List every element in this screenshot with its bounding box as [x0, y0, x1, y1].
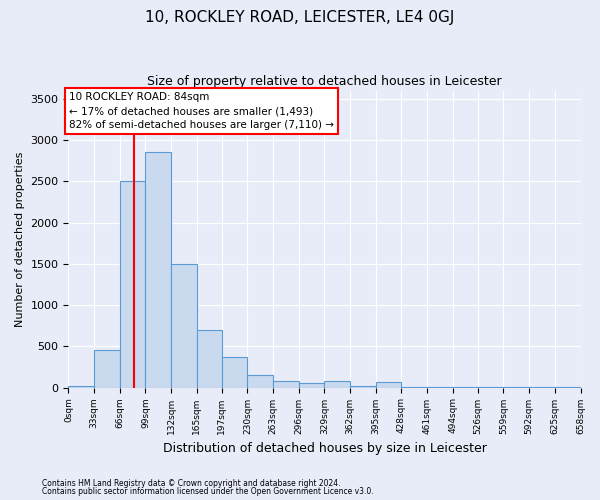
Bar: [273, 382, 299, 388]
Bar: [222, 356, 247, 388]
Bar: [427, 386, 453, 388]
X-axis label: Distribution of detached houses by size in Leicester: Distribution of detached houses by size …: [163, 442, 487, 455]
Bar: [350, 386, 376, 388]
Bar: [68, 386, 94, 388]
Text: Contains HM Land Registry data © Crown copyright and database right 2024.: Contains HM Land Registry data © Crown c…: [42, 478, 341, 488]
Title: Size of property relative to detached houses in Leicester: Size of property relative to detached ho…: [147, 75, 502, 88]
Bar: [120, 182, 145, 388]
Bar: [325, 381, 350, 388]
Text: Contains public sector information licensed under the Open Government Licence v3: Contains public sector information licen…: [42, 487, 374, 496]
Bar: [145, 152, 171, 388]
Y-axis label: Number of detached properties: Number of detached properties: [15, 152, 25, 327]
Bar: [401, 386, 427, 388]
Bar: [247, 375, 273, 388]
Text: 10, ROCKLEY ROAD, LEICESTER, LE4 0GJ: 10, ROCKLEY ROAD, LEICESTER, LE4 0GJ: [145, 10, 455, 25]
Bar: [94, 350, 120, 388]
Bar: [299, 384, 325, 388]
Text: 10 ROCKLEY ROAD: 84sqm
← 17% of detached houses are smaller (1,493)
82% of semi-: 10 ROCKLEY ROAD: 84sqm ← 17% of detached…: [69, 92, 334, 130]
Bar: [376, 382, 401, 388]
Bar: [197, 330, 222, 388]
Bar: [171, 264, 197, 388]
